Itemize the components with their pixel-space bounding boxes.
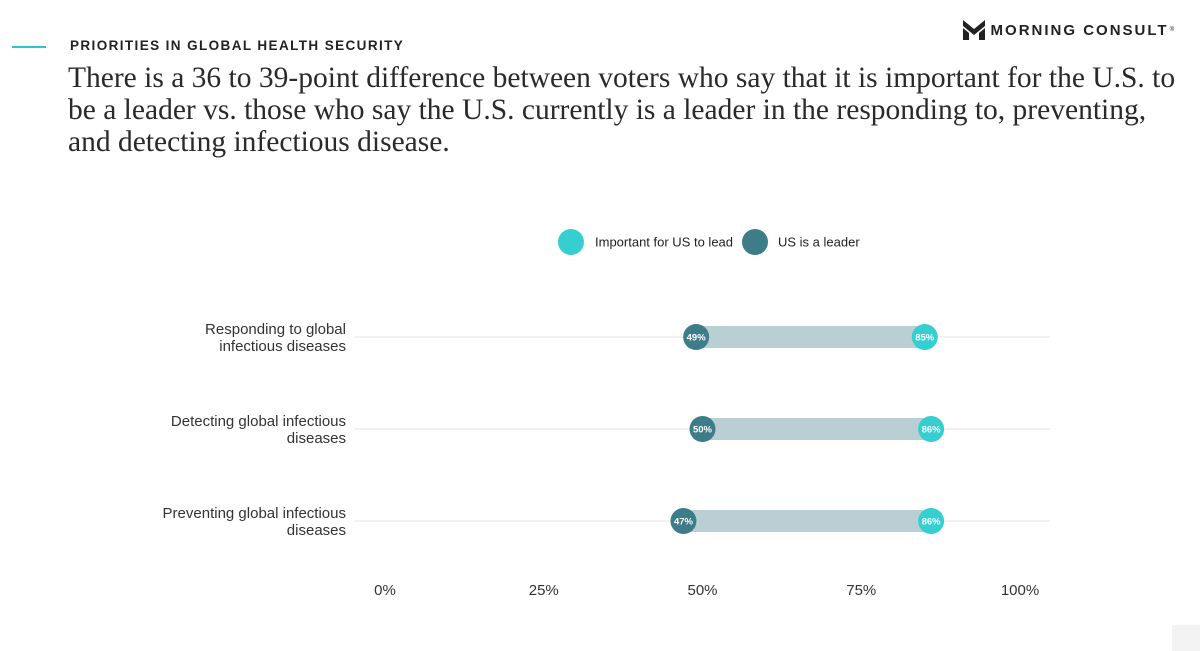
morning-consult-logo-icon <box>962 20 985 40</box>
legend-swatch-important <box>558 229 584 255</box>
legend-label-leader: US is a leader <box>778 235 860 250</box>
point-us-is-leader <box>670 508 697 534</box>
x-tick-label: 0% <box>374 582 396 599</box>
brand-registered-mark: ® <box>1169 27 1174 33</box>
point-us-is-leader <box>689 416 716 442</box>
legend-swatch-leader <box>742 229 768 255</box>
brand-logo: MORNING CONSULT ® <box>962 20 1174 40</box>
category-label: diseases <box>287 430 346 447</box>
data-label-important-to-lead: 86% <box>922 425 942 436</box>
x-tick-label: 25% <box>529 582 559 599</box>
x-tick-label: 50% <box>687 582 717 599</box>
point-important-to-lead <box>918 508 945 534</box>
data-label-important-to-lead: 86% <box>922 517 942 528</box>
x-tick-label: 75% <box>846 582 876 599</box>
dumbbell-connector <box>702 418 932 440</box>
accent-line <box>12 46 46 48</box>
category-label: diseases <box>287 522 346 539</box>
dumbbell-connector <box>683 510 932 532</box>
data-label-us-is-leader: 47% <box>674 517 694 528</box>
x-tick-label: 100% <box>1001 582 1039 599</box>
point-important-to-lead <box>911 324 938 350</box>
data-label-us-is-leader: 50% <box>693 425 713 436</box>
section-eyebrow: PRIORITIES IN GLOBAL HEALTH SECURITY <box>70 38 405 53</box>
point-important-to-lead <box>918 416 945 442</box>
brand-name: MORNING CONSULT <box>990 21 1169 39</box>
category-label: Detecting global infectious <box>171 413 346 430</box>
point-us-is-leader <box>683 324 710 350</box>
category-label: Preventing global infectious <box>163 505 346 522</box>
category-label: infectious diseases <box>219 338 346 355</box>
page-headline: There is a 36 to 39-point difference bet… <box>68 62 1176 158</box>
dumbbell-connector <box>696 326 925 348</box>
legend-label-important: Important for US to lead <box>595 235 733 250</box>
data-label-important-to-lead: 85% <box>915 333 935 344</box>
corner-tab <box>1172 625 1200 651</box>
data-label-us-is-leader: 49% <box>687 333 707 344</box>
category-label: Responding to global <box>205 321 346 338</box>
